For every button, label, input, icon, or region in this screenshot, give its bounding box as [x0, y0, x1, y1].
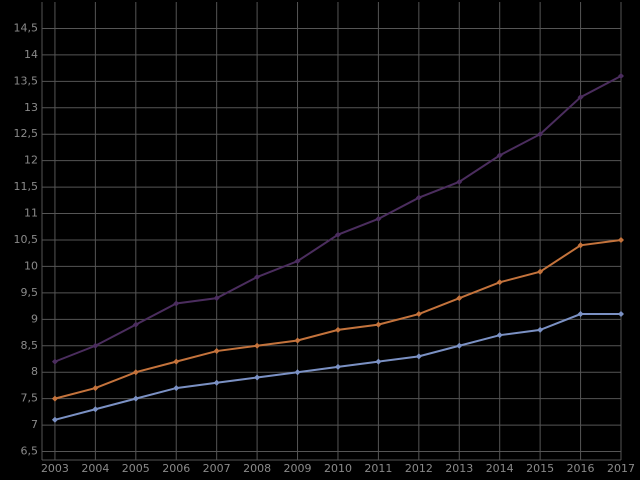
y-tick-label: 13	[24, 101, 38, 114]
x-tick-label: 2016	[567, 462, 595, 475]
y-tick-label: 10	[24, 259, 38, 272]
data-point	[618, 311, 624, 318]
data-point	[456, 178, 463, 185]
y-tick-label: 8	[31, 365, 38, 378]
data-point	[456, 342, 463, 349]
data-point	[254, 374, 261, 381]
y-tick-label: 14	[24, 48, 38, 61]
y-tick-label: 9	[31, 312, 38, 325]
y-tick-label: 7,5	[21, 392, 39, 405]
data-point	[173, 385, 180, 392]
data-point	[173, 358, 180, 365]
x-tick-label: 2014	[486, 462, 514, 475]
data-point	[334, 326, 341, 333]
x-tick-label: 2006	[162, 462, 190, 475]
data-point	[618, 236, 624, 243]
x-tick-label: 2008	[243, 462, 271, 475]
y-tick-label: 9,5	[21, 286, 39, 299]
data-point	[254, 342, 261, 349]
data-point	[294, 369, 301, 376]
data-point	[92, 342, 99, 349]
x-tick-label: 2004	[81, 462, 109, 475]
data-point	[334, 231, 341, 238]
data-point	[51, 416, 58, 423]
data-point	[254, 274, 261, 281]
data-point	[132, 369, 139, 376]
data-point	[537, 131, 544, 138]
data-point	[537, 268, 544, 275]
x-tick-label: 2005	[122, 462, 150, 475]
data-point	[92, 385, 99, 392]
data-point	[577, 242, 584, 249]
y-tick-label: 12	[24, 154, 38, 167]
data-point	[618, 73, 624, 80]
data-point	[92, 406, 99, 413]
x-tick-label: 2013	[445, 462, 473, 475]
data-point	[537, 326, 544, 333]
y-tick-label: 11,5	[14, 180, 39, 193]
data-point	[415, 194, 422, 201]
data-point	[375, 215, 382, 222]
data-point	[375, 358, 382, 365]
y-tick-label: 8,5	[21, 339, 39, 352]
data-point	[213, 379, 220, 386]
data-point	[415, 311, 422, 318]
data-point	[577, 94, 584, 101]
y-tick-label: 7	[31, 418, 38, 431]
x-tick-label: 2011	[364, 462, 392, 475]
data-point	[51, 395, 58, 402]
data-point	[51, 358, 58, 365]
y-tick-label: 13,5	[14, 74, 39, 87]
data-point	[375, 321, 382, 328]
data-point	[213, 348, 220, 355]
x-tick-label: 2012	[405, 462, 433, 475]
data-point	[294, 258, 301, 265]
data-point	[213, 295, 220, 302]
y-tick-label: 14,5	[14, 21, 39, 34]
data-point	[496, 332, 503, 339]
data-point	[334, 363, 341, 370]
data-point	[132, 395, 139, 402]
x-tick-label: 2009	[284, 462, 312, 475]
data-point	[496, 152, 503, 159]
y-tick-label: 10,5	[14, 233, 39, 246]
data-point	[173, 300, 180, 307]
y-tick-label: 6,5	[21, 445, 39, 458]
y-tick-label: 11	[24, 207, 38, 220]
x-tick-label: 2003	[41, 462, 69, 475]
data-point	[577, 311, 584, 318]
data-point	[294, 337, 301, 344]
data-point	[496, 279, 503, 286]
x-tick-label: 2010	[324, 462, 352, 475]
x-tick-label: 2017	[607, 462, 635, 475]
data-point	[456, 295, 463, 302]
x-tick-label: 2007	[203, 462, 231, 475]
x-tick-label: 2015	[526, 462, 554, 475]
data-point	[415, 353, 422, 360]
data-point	[132, 321, 139, 328]
y-tick-label: 12,5	[14, 127, 39, 140]
